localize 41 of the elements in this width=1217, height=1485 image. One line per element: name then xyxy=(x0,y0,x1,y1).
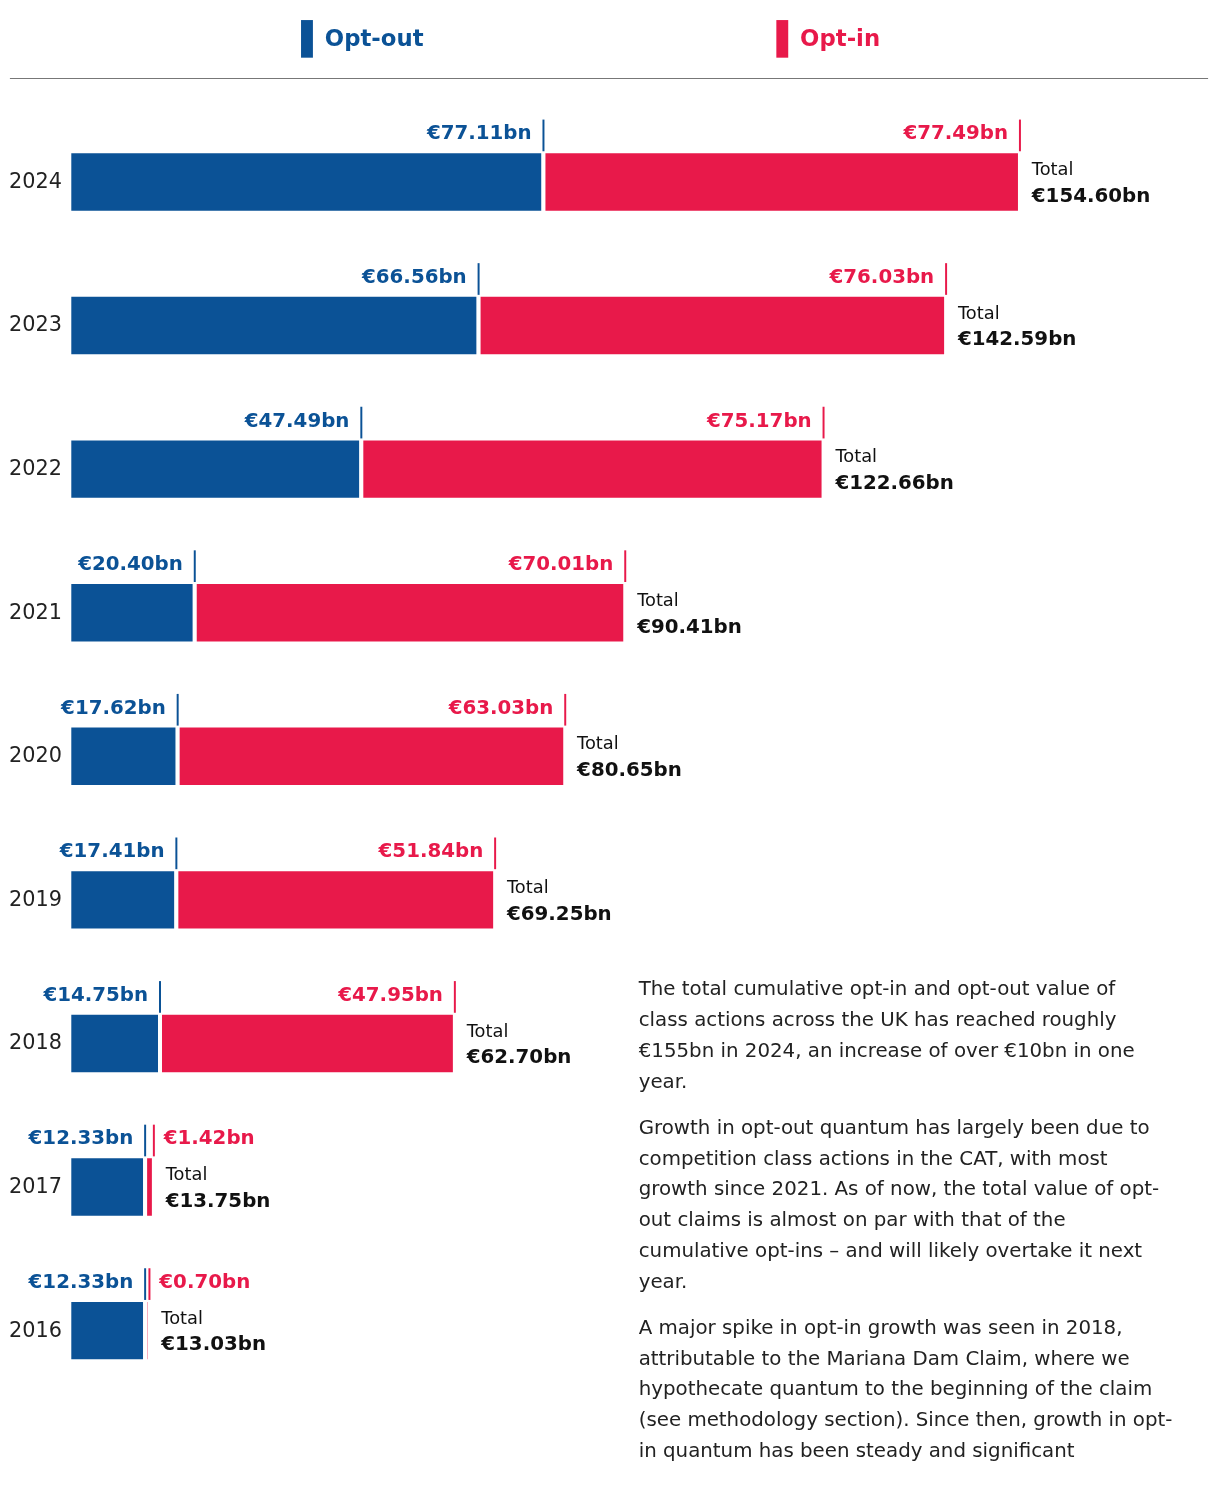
data-label: €66.56bn xyxy=(361,264,467,288)
annotation: Growth in opt-out quantum has largely been due to competition class actions in the CAT, with most growth since 2021. As of now, the total value of opt-out claims is almost on par with that of the cumulative opt-ins – and will likely overtake it next year. xyxy=(638,1116,1160,1293)
data-label: €0.70bn xyxy=(158,1270,251,1294)
data-label: €51.84bn xyxy=(377,839,484,863)
legend-label: Opt-out xyxy=(324,24,424,51)
y-tick-label: 2018 xyxy=(9,1030,62,1055)
y-tick-label: 2020 xyxy=(9,743,62,768)
data-label: €12.33bn xyxy=(27,1270,134,1294)
text: Total €90.41bn xyxy=(637,588,742,638)
y-tick-label: 2022 xyxy=(9,456,62,481)
y-tick-label: 2016 xyxy=(9,1317,62,1342)
text: Total €62.70bn xyxy=(466,1019,572,1069)
data-label: €17.62bn xyxy=(60,695,166,719)
data-label: €17.41bn xyxy=(58,839,165,863)
data-label: €75.17bn xyxy=(705,408,812,432)
text: Total €69.25bn xyxy=(507,875,612,925)
annotation: A major spike in opt-in growth was seen in 2018, attributable to the Mariana Dam Claim, where we hypothecate quantum to the beginning of the claim (see methodology section). Since then, growth in opt-in quantum has been steady and significant xyxy=(638,1316,1173,1462)
data-label: €77.11bn xyxy=(425,121,532,145)
data-label: €47.49bn xyxy=(243,408,350,432)
data-label: €14.75bn xyxy=(42,982,149,1006)
text: Total €154.60bn xyxy=(1031,158,1151,207)
y-tick-label: 2023 xyxy=(9,312,62,337)
data-label: €47.95bn xyxy=(337,982,443,1006)
data-label: €77.49bn xyxy=(902,121,1009,145)
data-label: €20.40bn xyxy=(77,552,183,576)
text: Total €13.03bn xyxy=(161,1306,266,1356)
text: Total €13.75bn xyxy=(165,1163,271,1212)
data-label: €76.03bn xyxy=(828,264,935,288)
data-label: €70.01bn xyxy=(507,552,614,576)
text: Total €122.66bn xyxy=(835,445,954,494)
annotation: The total cumulative opt-in and opt-out value of class actions across the UK has reached roughly €155bn in 2024, an increase of over €10bn in one year. xyxy=(637,977,1135,1093)
legend-label: Opt-in xyxy=(800,24,881,51)
text: Total €142.59bn xyxy=(957,301,1077,351)
data-label: €12.33bn xyxy=(27,1126,134,1150)
y-tick-label: 2019 xyxy=(9,886,62,911)
text: Total €80.65bn xyxy=(577,732,682,782)
y-tick-label: 2021 xyxy=(9,599,62,624)
y-tick-label: 2024 xyxy=(9,168,62,193)
data-label: €1.42bn xyxy=(162,1126,255,1150)
y-tick-label: 2017 xyxy=(9,1173,62,1198)
data-label: €63.03bn xyxy=(447,695,554,719)
